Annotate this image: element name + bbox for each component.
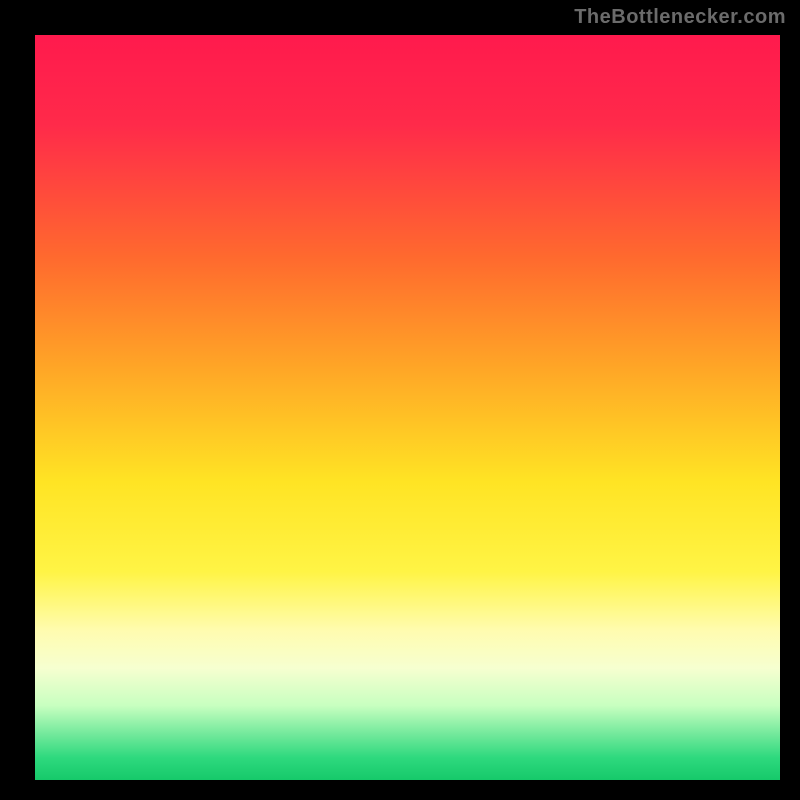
watermark-text: TheBottlenecker.com: [574, 6, 786, 29]
heat-gradient-background: [35, 35, 780, 780]
plot-area: [35, 35, 780, 780]
